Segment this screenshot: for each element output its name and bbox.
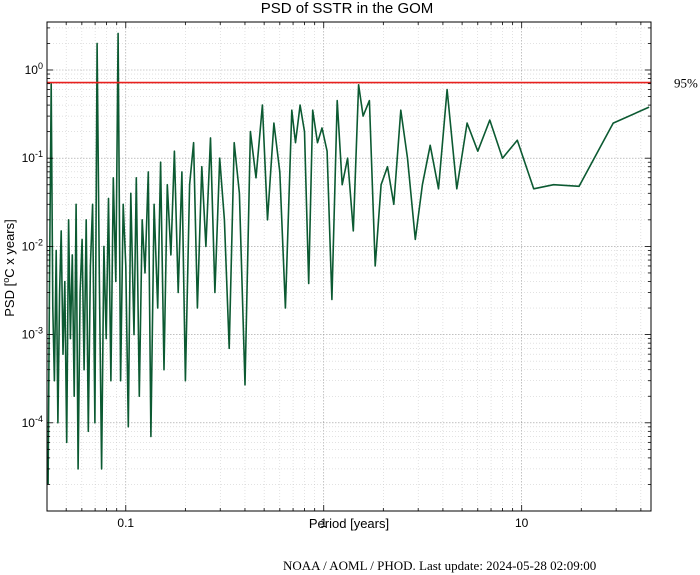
- confidence-layer: 95%: [47, 76, 698, 91]
- x-axis-ticks: 0.1 1 10: [46, 22, 642, 530]
- y-tick-base: 10: [22, 328, 36, 342]
- y-tick-label: 10-4: [22, 414, 43, 430]
- x-axis-label: Period [years]: [309, 516, 389, 531]
- y-axis-label-degree: o: [1, 278, 11, 283]
- y-tick-base: 10: [22, 239, 36, 253]
- chart-title: PSD of SSTR in the GOM: [261, 0, 434, 17]
- plot-frame: [46, 21, 652, 512]
- footer-text: NOAA / AOML / PHOD. Last update: 2024-05…: [283, 558, 596, 573]
- y-tick-exponent: -4: [35, 414, 43, 424]
- x-tick-label: 1: [320, 516, 327, 530]
- y-axis-label-rest: C x years]: [2, 219, 17, 278]
- y-tick-base: 10: [22, 416, 36, 430]
- y-tick-exponent: 0: [38, 61, 43, 71]
- y-tick-label: 10-3: [22, 326, 43, 342]
- y-tick-exponent: -3: [35, 326, 43, 336]
- x-tick-label: 0.1: [117, 516, 134, 530]
- y-axis-label-main: PSD [: [2, 282, 17, 316]
- series-layer: [47, 32, 650, 485]
- y-axis-label: PSD [oC x years]: [1, 219, 17, 317]
- y-tick-label: 100: [25, 61, 43, 77]
- y-tick-exponent: -2: [35, 237, 43, 247]
- y-tick-label: 10-2: [22, 237, 43, 253]
- psd-series-line: [47, 32, 650, 485]
- y-tick-label: 10-1: [22, 149, 43, 165]
- y-tick-base: 10: [25, 63, 39, 77]
- confidence-label: 95%: [674, 76, 698, 91]
- y-tick-base: 10: [22, 151, 36, 165]
- y-tick-exponent: -1: [35, 149, 43, 159]
- x-tick-label: 10: [515, 516, 529, 530]
